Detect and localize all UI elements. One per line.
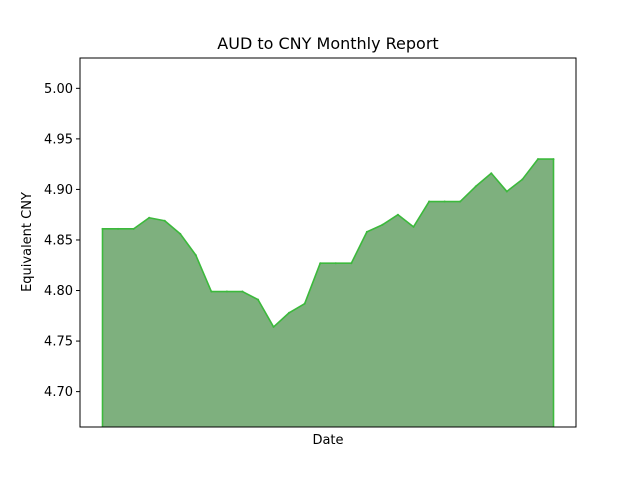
data-point-22 bbox=[443, 200, 446, 203]
data-point-16 bbox=[350, 262, 353, 265]
data-point-6 bbox=[194, 254, 197, 257]
data-point-7 bbox=[210, 290, 213, 293]
y-tick-label: 4.85 bbox=[44, 233, 73, 248]
x-axis-label: Date bbox=[312, 433, 343, 448]
data-point-17 bbox=[365, 230, 368, 233]
y-axis-label: Equivalent CNY bbox=[20, 192, 35, 292]
data-point-1 bbox=[117, 227, 120, 230]
y-tick-label: 4.80 bbox=[44, 284, 73, 299]
y-tick-label: 4.90 bbox=[44, 183, 73, 198]
data-point-13 bbox=[303, 302, 306, 305]
data-point-15 bbox=[334, 262, 337, 265]
chart-title: AUD to CNY Monthly Report bbox=[217, 34, 438, 53]
y-tick-label: 4.95 bbox=[44, 132, 73, 147]
data-point-5 bbox=[179, 232, 182, 235]
data-point-14 bbox=[319, 262, 322, 265]
data-point-8 bbox=[225, 290, 228, 293]
data-point-12 bbox=[288, 311, 291, 314]
data-point-18 bbox=[381, 223, 384, 226]
data-point-4 bbox=[163, 219, 166, 222]
data-point-19 bbox=[396, 213, 399, 216]
data-point-3 bbox=[148, 216, 151, 219]
y-axis: 4.70 4.75 4.80 4.85 4.90 4.95 5.00 bbox=[44, 82, 80, 400]
data-point-9 bbox=[241, 290, 244, 293]
data-point-2 bbox=[132, 227, 135, 230]
y-tick-label: 4.75 bbox=[44, 335, 73, 350]
data-point-24 bbox=[474, 185, 477, 188]
plot-frame bbox=[79, 57, 577, 428]
data-point-21 bbox=[428, 200, 431, 203]
series-line bbox=[101, 158, 555, 427]
data-point-29 bbox=[552, 158, 555, 161]
y-tick-label: 5.00 bbox=[44, 82, 73, 97]
data-point-27 bbox=[521, 178, 524, 181]
plot-area bbox=[101, 158, 555, 427]
data-point-28 bbox=[536, 158, 539, 161]
data-point-25 bbox=[490, 172, 493, 175]
data-point-11 bbox=[272, 325, 275, 328]
data-point-20 bbox=[412, 225, 415, 228]
data-point-26 bbox=[505, 190, 508, 193]
data-point-0 bbox=[101, 227, 104, 230]
data-point-23 bbox=[459, 200, 462, 203]
y-tick-label: 4.70 bbox=[44, 385, 73, 400]
data-point-10 bbox=[257, 298, 260, 301]
area-fill bbox=[102, 159, 554, 427]
